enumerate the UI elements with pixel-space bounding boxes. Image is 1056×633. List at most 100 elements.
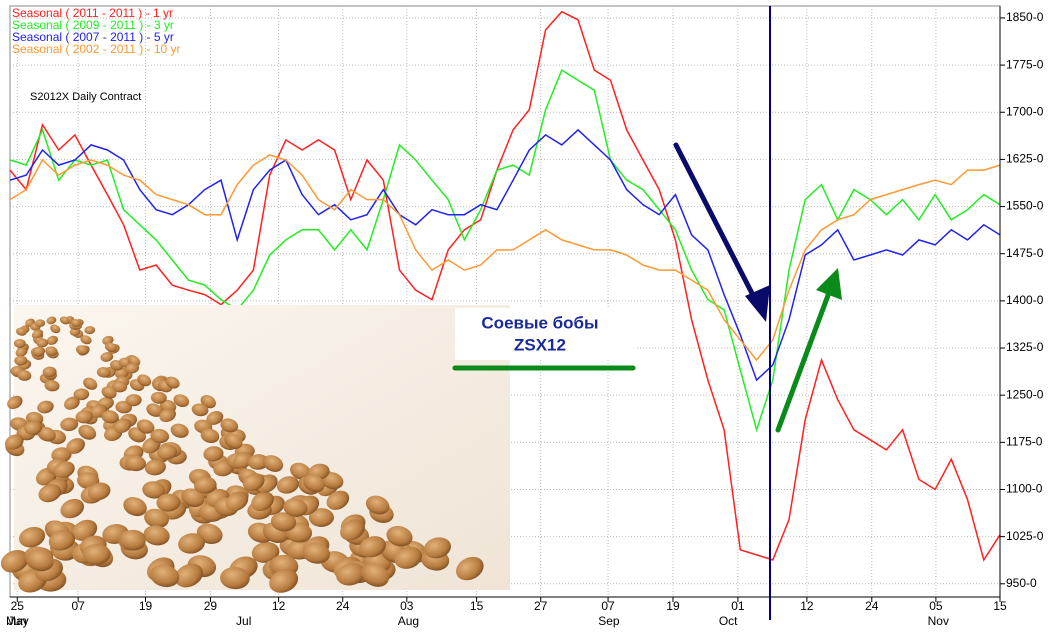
x-tick-label: 07	[71, 599, 85, 613]
bean	[7, 395, 23, 410]
bean	[150, 391, 167, 404]
y-tick-label: 1475-0	[1006, 246, 1044, 260]
bean	[251, 491, 274, 511]
bean	[200, 428, 220, 443]
subtitle: S2012X Daily Contract	[30, 91, 141, 103]
bean	[96, 367, 111, 378]
month-label: Sep	[598, 614, 620, 628]
bean	[224, 433, 243, 449]
bean	[75, 410, 93, 424]
bean	[114, 367, 129, 379]
bean	[112, 381, 128, 393]
bean	[114, 418, 132, 433]
bean	[16, 327, 27, 336]
bean	[144, 508, 169, 529]
down-arrowhead	[745, 285, 770, 322]
bean	[25, 549, 54, 572]
bean	[203, 446, 224, 462]
bean	[191, 403, 209, 417]
bean	[15, 346, 28, 357]
up-arrowhead	[816, 268, 842, 300]
bean	[37, 426, 56, 442]
bean	[276, 476, 300, 494]
bean	[60, 498, 85, 519]
x-tick-label: 19	[139, 599, 153, 613]
series-line	[9, 154, 1001, 362]
bean	[178, 533, 206, 554]
bean	[283, 498, 308, 517]
y-tick-label: 1700-0	[1006, 104, 1044, 118]
annotation: ZSX12	[514, 335, 566, 354]
bean	[24, 420, 43, 435]
bean	[53, 461, 75, 478]
month-label: Nov	[928, 614, 949, 628]
bean	[142, 481, 166, 499]
bean	[156, 493, 181, 512]
x-tick-label: 01	[731, 599, 745, 613]
month-label: Aug	[398, 614, 419, 628]
bean	[66, 438, 85, 454]
x-tick-label: 07	[601, 599, 615, 613]
y-tick-label: 1250-0	[1006, 387, 1044, 401]
bean	[38, 484, 62, 503]
bean	[17, 370, 32, 381]
legend-entry: Seasonal ( 2002 - 2011 ) - 10 yr	[12, 42, 181, 56]
x-tick-label: 29	[204, 599, 218, 613]
bean	[150, 564, 180, 588]
bean	[125, 363, 140, 374]
x-tick-label: 15	[993, 599, 1007, 613]
bean	[242, 473, 265, 491]
bean	[220, 566, 250, 590]
x-tick-label: 19	[666, 599, 680, 613]
bean	[269, 569, 299, 593]
series-line	[9, 128, 1001, 382]
bean	[0, 550, 29, 573]
x-tick-label: 15	[470, 599, 484, 613]
x-tick-label: 03	[400, 599, 414, 613]
bean	[360, 563, 390, 587]
bean	[46, 316, 57, 325]
bean	[87, 482, 111, 501]
bean	[80, 335, 92, 345]
bean	[48, 529, 76, 551]
bean	[146, 403, 163, 417]
bean	[50, 324, 61, 334]
x-tick-label: 24	[336, 599, 350, 613]
bean	[119, 530, 146, 551]
legend-entry: Seasonal ( 2007 - 2011 ) - 5 yr	[12, 30, 174, 44]
bean	[144, 459, 166, 476]
bean	[14, 355, 28, 366]
legend-entry: Seasonal ( 2011 - 2011 ) - 1 yr	[12, 6, 173, 20]
bean	[59, 316, 70, 325]
bean	[44, 380, 60, 392]
series-line	[9, 68, 1001, 433]
legend-entry: Seasonal ( 2009 - 2011 ) - 3 yr	[12, 18, 174, 32]
bean	[308, 508, 334, 527]
annotation-box	[455, 308, 635, 360]
bean	[150, 428, 170, 444]
bean	[36, 338, 49, 348]
bean	[69, 327, 81, 336]
bean	[100, 352, 114, 362]
bean	[326, 490, 350, 510]
bean	[70, 319, 81, 327]
bean	[101, 386, 117, 399]
bean	[84, 326, 96, 335]
y-tick-label: 1325-0	[1006, 340, 1044, 354]
bean	[359, 536, 386, 558]
bean	[423, 537, 451, 559]
bean	[173, 394, 190, 408]
annotation: Соевые бобы	[481, 313, 598, 332]
x-tick-label: 12	[272, 599, 286, 613]
x-tick-label: 12	[800, 599, 814, 613]
bean	[137, 374, 152, 387]
bean	[336, 562, 366, 586]
bean	[72, 519, 98, 541]
bean	[42, 366, 57, 378]
bean	[46, 335, 58, 345]
y-tick-label: 1100-0	[1006, 482, 1043, 496]
bean	[220, 418, 239, 433]
bean	[225, 491, 249, 512]
bean	[34, 319, 46, 328]
bean	[262, 455, 284, 472]
